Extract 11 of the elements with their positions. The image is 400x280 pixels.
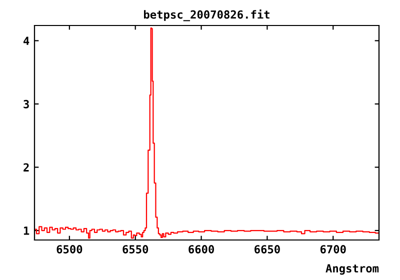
x-tick-label: 6600: [188, 245, 214, 254]
x-tick-label: 6700: [320, 245, 346, 254]
y-tick-label: 4: [24, 36, 30, 45]
x-tick-label: 6650: [254, 245, 280, 254]
x-axis-title: Angstrom: [326, 264, 379, 275]
chart-title: betpsc_20070826.fit: [144, 10, 270, 22]
x-tick-label: 6550: [122, 245, 148, 254]
y-tick-label: 1: [24, 226, 30, 235]
y-tick-label: 3: [24, 100, 29, 108]
y-tick-label: 2: [24, 163, 29, 172]
x-tick-label: 6500: [56, 245, 82, 254]
